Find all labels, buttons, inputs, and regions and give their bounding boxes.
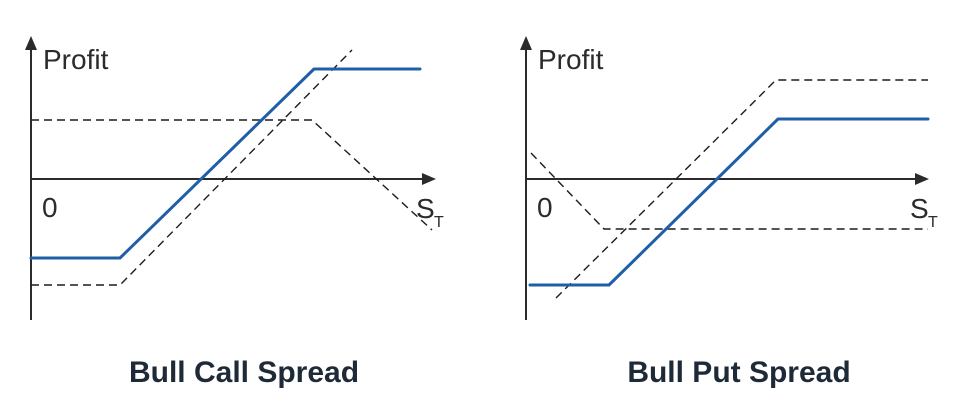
x-axis-label: S xyxy=(416,193,435,224)
short-call-leg-line xyxy=(31,119,433,231)
origin-label: 0 xyxy=(537,192,553,223)
spread-payoff-line xyxy=(528,117,930,287)
x-axis-arrow-icon xyxy=(915,173,929,185)
y-axis-arrow-icon xyxy=(520,36,532,50)
x-axis-arrow-icon xyxy=(422,173,436,185)
long-put-leg-line xyxy=(530,152,928,230)
y-axis-label: Profit xyxy=(43,44,109,75)
y-axis-arrow-icon xyxy=(25,36,37,50)
diagram-title: Bull Call Spread xyxy=(129,356,359,389)
diagram-title: Bull Put Spread xyxy=(627,356,850,389)
x-axis-subscript: T xyxy=(434,214,444,231)
spread-payoff-line xyxy=(29,67,422,260)
x-axis-subscript: T xyxy=(928,214,938,231)
y-axis-label: Profit xyxy=(538,44,604,75)
bull-put-spread-diagram: Profit 0 S T Bull Put Spread xyxy=(520,36,938,389)
long-call-leg-line xyxy=(31,49,353,286)
origin-label: 0 xyxy=(42,192,58,223)
x-axis-label: S xyxy=(910,193,929,224)
short-put-leg-line xyxy=(555,79,928,299)
bull-call-spread-diagram: Profit 0 S T Bull Call Spread xyxy=(25,36,444,389)
